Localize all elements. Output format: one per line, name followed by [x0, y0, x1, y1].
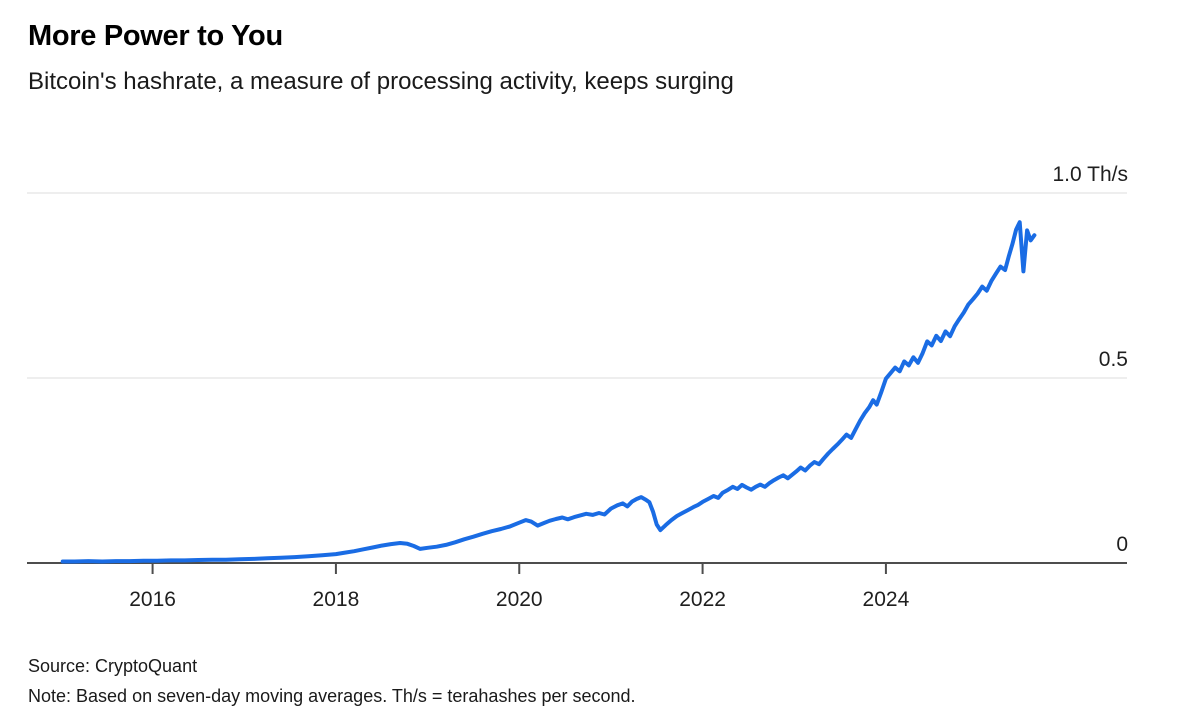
- hashrate-line: [60, 220, 1037, 564]
- source-credit: Source: CryptoQuant: [28, 656, 198, 676]
- x-tick-label: 2020: [496, 588, 543, 611]
- x-tick-label: 2024: [863, 588, 910, 611]
- chart-title: More Power to You: [28, 20, 283, 52]
- footnote: Note: Based on seven-day moving averages…: [28, 686, 636, 706]
- x-tick-label: 2022: [679, 588, 726, 611]
- x-tick-label: 2016: [129, 588, 176, 611]
- y-tick-label: 0.5: [1099, 348, 1128, 371]
- x-tick-label: 2018: [313, 588, 360, 611]
- chart-subtitle: Bitcoin's hashrate, a measure of process…: [28, 68, 734, 95]
- y-tick-label: 1.0 Th/s: [1053, 163, 1129, 186]
- y-tick-label: 0: [1116, 533, 1128, 556]
